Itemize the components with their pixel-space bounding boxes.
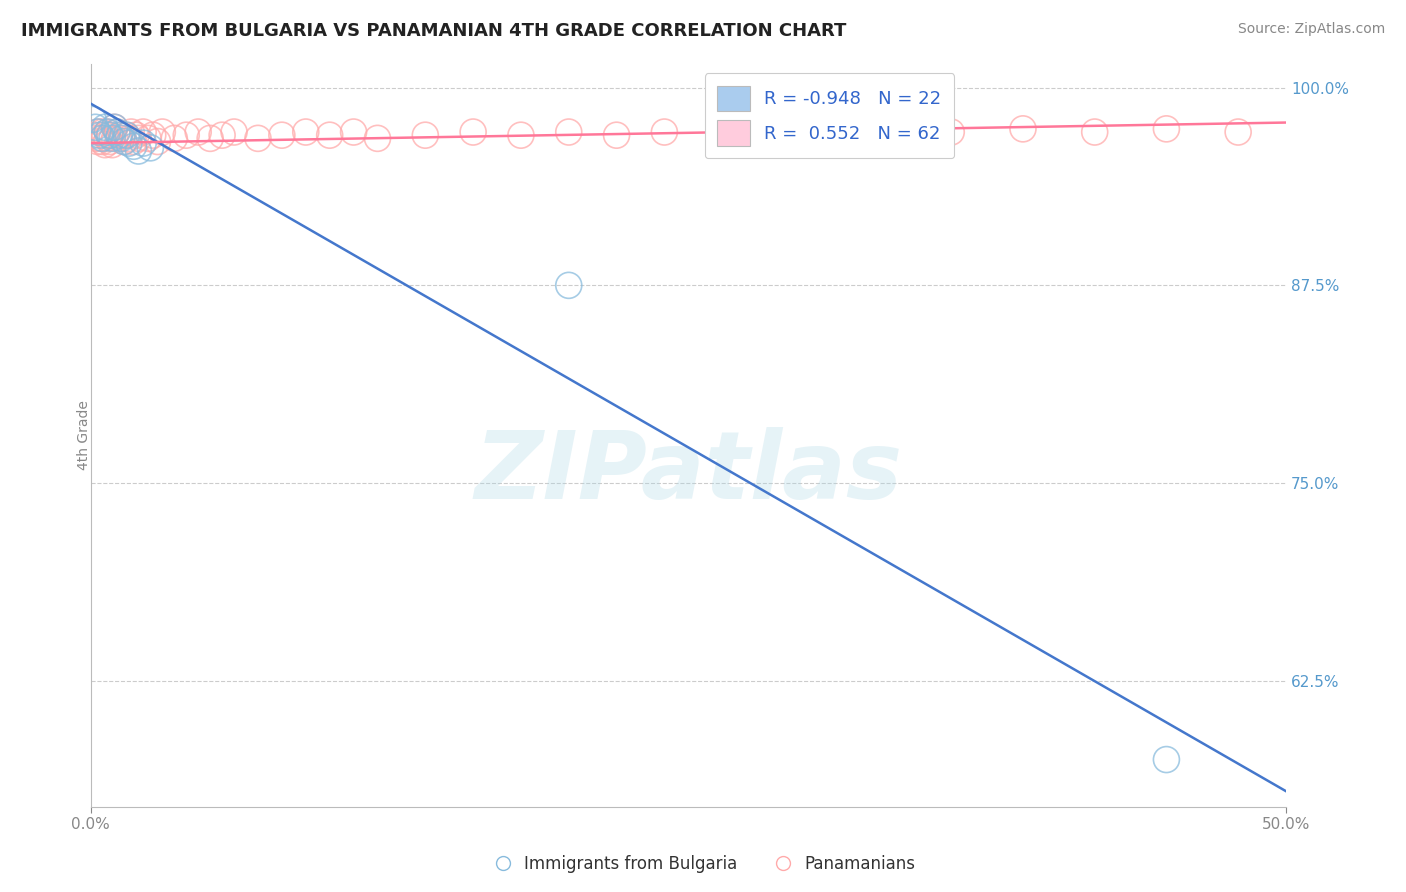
Point	[142, 128, 165, 143]
Point	[797, 125, 820, 139]
Point	[1012, 121, 1035, 136]
Point	[198, 131, 221, 145]
Point	[111, 128, 134, 143]
Point	[96, 125, 118, 139]
Point	[108, 128, 131, 143]
Point	[187, 125, 209, 139]
Point	[366, 131, 388, 145]
Point	[163, 131, 186, 145]
Point	[318, 128, 340, 143]
Point	[118, 131, 141, 145]
Point	[118, 136, 141, 150]
Point	[558, 125, 581, 139]
Point	[342, 125, 364, 139]
Point	[94, 128, 117, 143]
Text: ZIPatlas: ZIPatlas	[474, 426, 903, 518]
Point	[112, 135, 135, 149]
Point	[103, 131, 125, 145]
Point	[111, 131, 134, 145]
Point	[1371, 125, 1393, 139]
Point	[103, 120, 125, 135]
Point	[127, 131, 149, 145]
Point	[94, 120, 117, 135]
Point	[606, 128, 628, 143]
Point	[294, 125, 316, 139]
Point	[174, 128, 197, 143]
Point	[91, 131, 114, 145]
Point	[84, 131, 107, 145]
Point	[725, 128, 748, 143]
Point	[139, 141, 162, 155]
Point	[91, 135, 114, 149]
Point	[82, 112, 104, 127]
Point	[510, 128, 533, 143]
Point	[103, 120, 125, 135]
Point	[94, 137, 117, 152]
Point	[463, 125, 485, 139]
Point	[127, 144, 149, 158]
Legend: Immigrants from Bulgaria, Panamanians: Immigrants from Bulgaria, Panamanians	[484, 848, 922, 880]
Point	[120, 125, 142, 139]
Point	[101, 131, 124, 145]
Text: Source: ZipAtlas.com: Source: ZipAtlas.com	[1237, 22, 1385, 37]
Legend: R = -0.948   N = 22, R =  0.552   N = 62: R = -0.948 N = 22, R = 0.552 N = 62	[704, 73, 955, 159]
Point	[246, 131, 269, 145]
Point	[108, 131, 131, 145]
Point	[87, 125, 110, 139]
Point	[132, 125, 155, 139]
Point	[150, 125, 173, 139]
Point	[654, 125, 676, 139]
Point	[941, 125, 963, 139]
Point	[105, 125, 128, 139]
Point	[98, 135, 121, 149]
Point	[91, 125, 114, 139]
Point	[222, 125, 245, 139]
Point	[558, 278, 581, 293]
Point	[1227, 125, 1250, 139]
Point	[84, 120, 107, 135]
Point	[136, 131, 159, 145]
Point	[82, 128, 104, 143]
Point	[105, 125, 128, 139]
Point	[869, 121, 891, 136]
Text: IMMIGRANTS FROM BULGARIA VS PANAMANIAN 4TH GRADE CORRELATION CHART: IMMIGRANTS FROM BULGARIA VS PANAMANIAN 4…	[21, 22, 846, 40]
Point	[98, 128, 121, 143]
Point	[115, 128, 138, 143]
Y-axis label: 4th Grade: 4th Grade	[77, 401, 90, 470]
Point	[101, 137, 124, 152]
Point	[87, 125, 110, 139]
Point	[270, 128, 292, 143]
Point	[132, 136, 155, 150]
Point	[211, 128, 233, 143]
Point	[1156, 121, 1178, 136]
Point	[125, 128, 148, 143]
Point	[1156, 753, 1178, 767]
Point	[98, 128, 121, 143]
Point	[1084, 125, 1107, 139]
Point	[122, 135, 145, 149]
Point	[112, 135, 135, 149]
Point	[96, 131, 118, 145]
Point	[89, 131, 111, 145]
Point	[96, 125, 118, 139]
Point	[413, 128, 436, 143]
Point	[87, 135, 110, 149]
Point	[89, 128, 111, 143]
Point	[1299, 121, 1322, 136]
Point	[115, 128, 138, 143]
Point	[122, 139, 145, 153]
Point	[146, 135, 169, 149]
